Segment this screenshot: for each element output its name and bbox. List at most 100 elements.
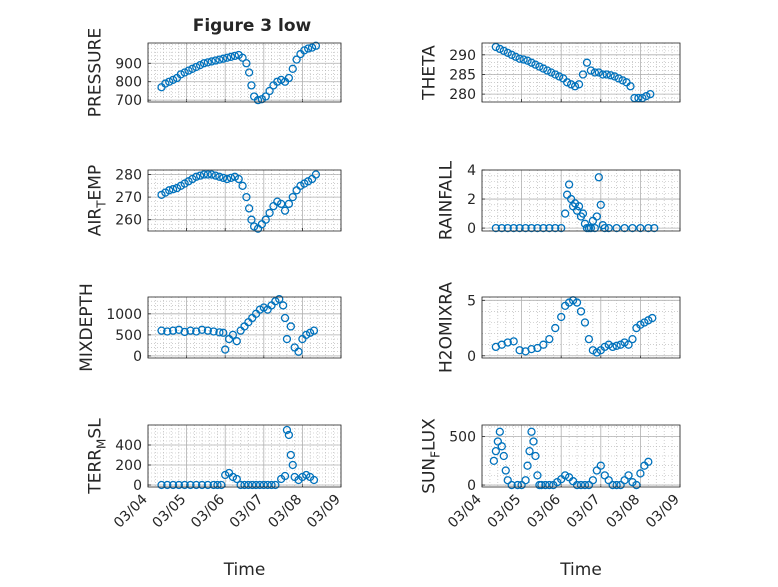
y-tick-label: 260: [115, 213, 142, 229]
data-point: [509, 337, 518, 346]
data-point: [292, 55, 301, 64]
data-point: [561, 471, 570, 480]
data-point: [188, 64, 197, 73]
data-point: [576, 307, 586, 316]
data-point: [580, 318, 590, 327]
data-point: [600, 471, 609, 480]
y-tick-label: 280: [115, 168, 142, 184]
data-point: [288, 64, 297, 73]
data-point: [515, 223, 524, 233]
data-point: [642, 91, 651, 101]
data-point: [606, 71, 615, 80]
data-point: [161, 79, 170, 88]
data-point: [551, 70, 560, 79]
data-point: [197, 480, 207, 490]
data-point: [163, 327, 172, 336]
data-point: [527, 58, 536, 67]
data-point: [282, 425, 292, 435]
data-point: [238, 53, 247, 62]
data-point: [644, 316, 653, 325]
data-point: [309, 475, 319, 485]
data-point: [165, 77, 174, 86]
data-point: [209, 327, 218, 336]
data-point: [186, 480, 195, 490]
x-tick-label: 03/07: [564, 492, 604, 532]
data-point: [545, 223, 554, 233]
data-point: [491, 447, 501, 456]
data-point: [213, 480, 222, 490]
data-point: [261, 215, 270, 224]
data-point: [604, 476, 613, 485]
x-tick-label: 03/04: [111, 491, 151, 531]
data-point: [211, 171, 220, 180]
subplot-grid: 700 800 900 PRESSURE 280 285 290 THETA 260 270 280…: [77, 28, 683, 580]
data-point: [525, 447, 534, 456]
data-point: [572, 480, 582, 490]
data-point: [582, 58, 592, 67]
data-point: [244, 204, 254, 213]
data-point: [523, 461, 532, 470]
data-point: [612, 480, 621, 490]
y-axis-label: MIXDEPTH: [77, 283, 97, 372]
data-point: [594, 173, 603, 182]
subplot-h2omixra: 0 5 H2OMIXRA: [437, 282, 681, 373]
data-point: [545, 334, 554, 344]
data-point: [244, 480, 253, 490]
data-point: [197, 325, 207, 334]
y-tick-label: 280: [449, 87, 476, 103]
data-point: [644, 223, 653, 233]
axes-box: [147, 424, 342, 488]
data-point: [527, 223, 536, 233]
data-point: [236, 480, 245, 490]
x-tick-label: 03/08: [603, 492, 643, 532]
data-point: [588, 346, 598, 355]
data-point: [616, 340, 625, 349]
data-point: [495, 44, 504, 54]
data-point: [495, 427, 504, 436]
data-point: [168, 480, 178, 490]
y-tick-label: 270: [115, 190, 142, 206]
data-point: [163, 480, 172, 490]
data-point: [234, 174, 243, 184]
data-point: [594, 68, 603, 77]
data-point: [634, 93, 643, 103]
data-point: [608, 480, 617, 490]
subplot-rainfall: 0 2 4 RAINFALL: [437, 160, 681, 240]
data-point: [168, 75, 178, 85]
data-point: [192, 62, 201, 72]
data-point: [578, 209, 588, 218]
data-point: [551, 323, 560, 333]
data-point: [168, 326, 178, 335]
data-point: [513, 480, 522, 490]
data-point: [221, 345, 230, 354]
figure-title: Figure 3 low: [193, 16, 312, 36]
data-point: [572, 298, 582, 307]
data-point: [497, 442, 506, 451]
data-point: [592, 466, 601, 475]
data-point: [580, 480, 590, 490]
data-point: [608, 342, 617, 352]
data-point: [586, 66, 596, 75]
data-point: [527, 344, 536, 354]
data-point: [309, 326, 319, 335]
data-point: [626, 82, 635, 91]
data-point: [503, 48, 512, 57]
axes-box: [481, 296, 681, 359]
data-point: [195, 171, 205, 180]
data-point: [489, 456, 499, 465]
x-axis-label: Time: [223, 560, 266, 580]
data-point: [624, 340, 633, 349]
x-tick-label: 03/09: [643, 492, 683, 532]
y-tick-label: 0: [133, 478, 142, 494]
x-tick-label: 03/05: [485, 492, 525, 532]
y-axis-label: RAINFALL: [437, 160, 457, 240]
x-tick-label: 03/09: [304, 492, 344, 532]
data-point: [523, 56, 532, 65]
data-point: [564, 298, 574, 307]
data-point: [259, 480, 268, 490]
data-point: [244, 68, 254, 77]
data-point: [280, 313, 290, 323]
data-point: [566, 80, 576, 89]
data-point: [551, 223, 560, 233]
data-point: [596, 200, 605, 210]
